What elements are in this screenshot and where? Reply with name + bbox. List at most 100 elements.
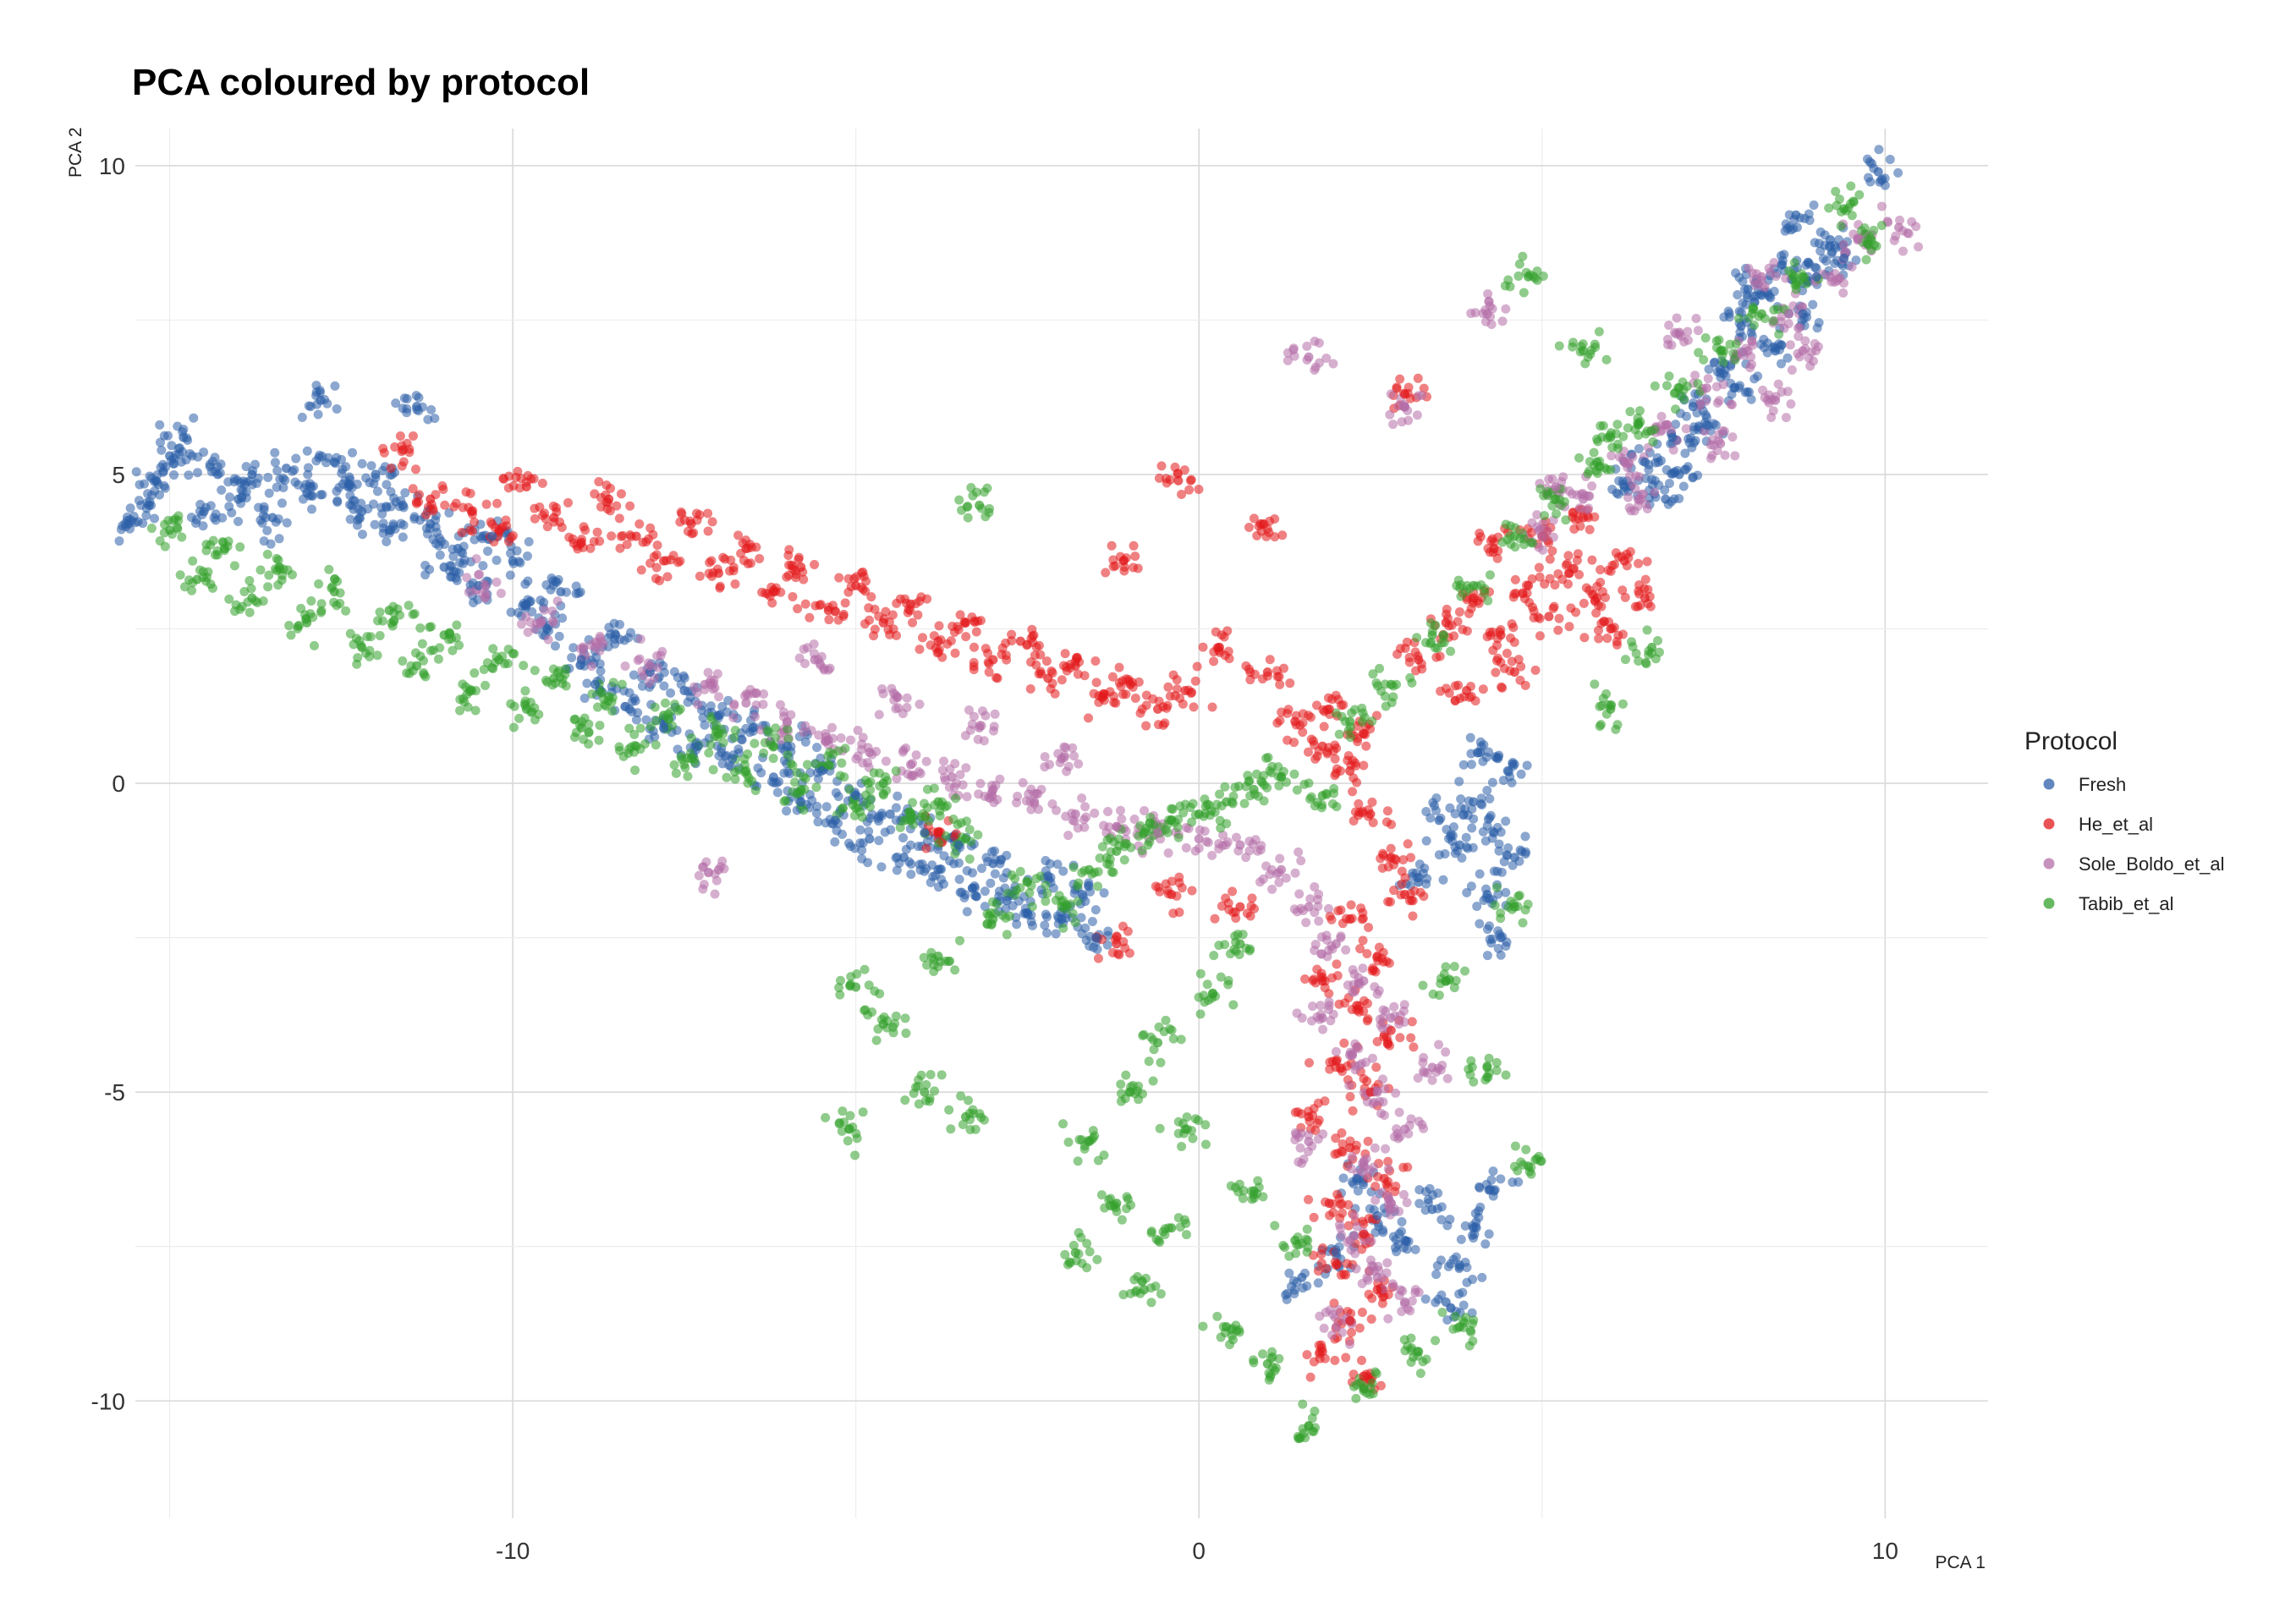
data-point [874, 710, 884, 720]
data-point [1475, 919, 1485, 929]
data-point [1317, 741, 1327, 751]
data-point [1612, 488, 1622, 498]
data-point [188, 556, 198, 566]
data-point [1766, 412, 1777, 422]
data-point [1771, 395, 1781, 405]
data-point [1491, 1066, 1502, 1076]
data-point [370, 519, 380, 529]
data-point [1454, 606, 1464, 617]
data-point [1602, 634, 1612, 644]
data-point [1607, 442, 1618, 453]
data-point [1321, 930, 1332, 941]
data-point [141, 510, 151, 520]
data-point [751, 689, 761, 699]
data-point [239, 587, 250, 597]
data-point [1165, 475, 1175, 485]
x-axis-label: PCA 1 [1935, 1553, 1986, 1572]
data-point [1337, 1138, 1348, 1149]
data-point [812, 801, 822, 811]
data-point [1688, 472, 1698, 482]
data-point [779, 796, 789, 806]
data-point [1167, 815, 1177, 826]
data-point [693, 700, 703, 710]
data-point [1161, 879, 1171, 889]
data-point [1345, 716, 1355, 727]
data-point [768, 587, 778, 597]
data-point [274, 534, 284, 544]
data-point [1368, 817, 1378, 827]
data-point [1464, 1064, 1474, 1074]
data-point [715, 583, 725, 593]
data-point [1379, 1173, 1389, 1183]
data-point [296, 603, 306, 613]
data-point [1060, 649, 1070, 659]
data-point [1568, 337, 1579, 348]
data-point [843, 1136, 853, 1146]
data-point [1209, 656, 1219, 667]
data-point [146, 491, 157, 501]
data-point [398, 403, 408, 414]
data-point [1542, 491, 1552, 501]
data-point [730, 774, 740, 784]
data-point [1317, 976, 1327, 986]
data-point [1484, 747, 1494, 757]
data-point [945, 856, 955, 866]
data-point [351, 634, 361, 644]
data-point [853, 726, 863, 736]
data-point [199, 507, 209, 517]
data-point [1484, 921, 1494, 931]
data-point [1618, 585, 1628, 595]
data-point [1340, 998, 1350, 1008]
data-point [891, 815, 901, 826]
data-point [1650, 487, 1660, 497]
data-point [1403, 839, 1413, 849]
data-point [156, 437, 166, 447]
data-point [1439, 631, 1449, 641]
data-point [146, 524, 157, 534]
data-point [224, 594, 234, 604]
data-point [1129, 815, 1140, 825]
data-point [926, 1070, 936, 1080]
data-point [1034, 804, 1044, 815]
data-point [1351, 1264, 1361, 1274]
data-point [1488, 645, 1498, 656]
data-point [1404, 896, 1414, 906]
data-point [1574, 453, 1585, 463]
data-point [1329, 783, 1339, 793]
data-point [1140, 1273, 1151, 1283]
data-point [1442, 1221, 1453, 1231]
data-point [1058, 923, 1068, 933]
data-point [951, 793, 961, 804]
data-point [486, 517, 496, 527]
data-point [906, 859, 916, 870]
data-point [921, 1095, 931, 1106]
data-point [1587, 555, 1597, 565]
legend: Protocol FreshHe_et_alSole_Boldo_et_alTa… [2024, 727, 2224, 914]
data-point [815, 601, 825, 611]
data-point [590, 489, 600, 499]
data-point [542, 623, 552, 634]
data-point [1678, 481, 1689, 491]
data-point [1729, 383, 1739, 393]
data-point [459, 555, 470, 565]
data-point [675, 556, 685, 566]
data-point [1664, 321, 1674, 331]
data-point [334, 482, 344, 492]
data-point [645, 661, 655, 671]
data-point [1024, 789, 1034, 799]
data-point [788, 787, 798, 797]
data-point [426, 404, 437, 414]
data-point [1418, 1066, 1428, 1076]
data-point [1610, 560, 1620, 570]
data-point [652, 540, 662, 551]
data-point [1173, 469, 1183, 479]
data-point [1262, 667, 1272, 678]
data-point [263, 473, 273, 483]
data-point [165, 525, 175, 535]
legend-label: He_et_al [2079, 814, 2153, 835]
data-point [1302, 1247, 1312, 1257]
data-point [448, 645, 458, 656]
data-point [906, 599, 916, 609]
data-point [1167, 1223, 1177, 1233]
data-point [629, 729, 640, 739]
